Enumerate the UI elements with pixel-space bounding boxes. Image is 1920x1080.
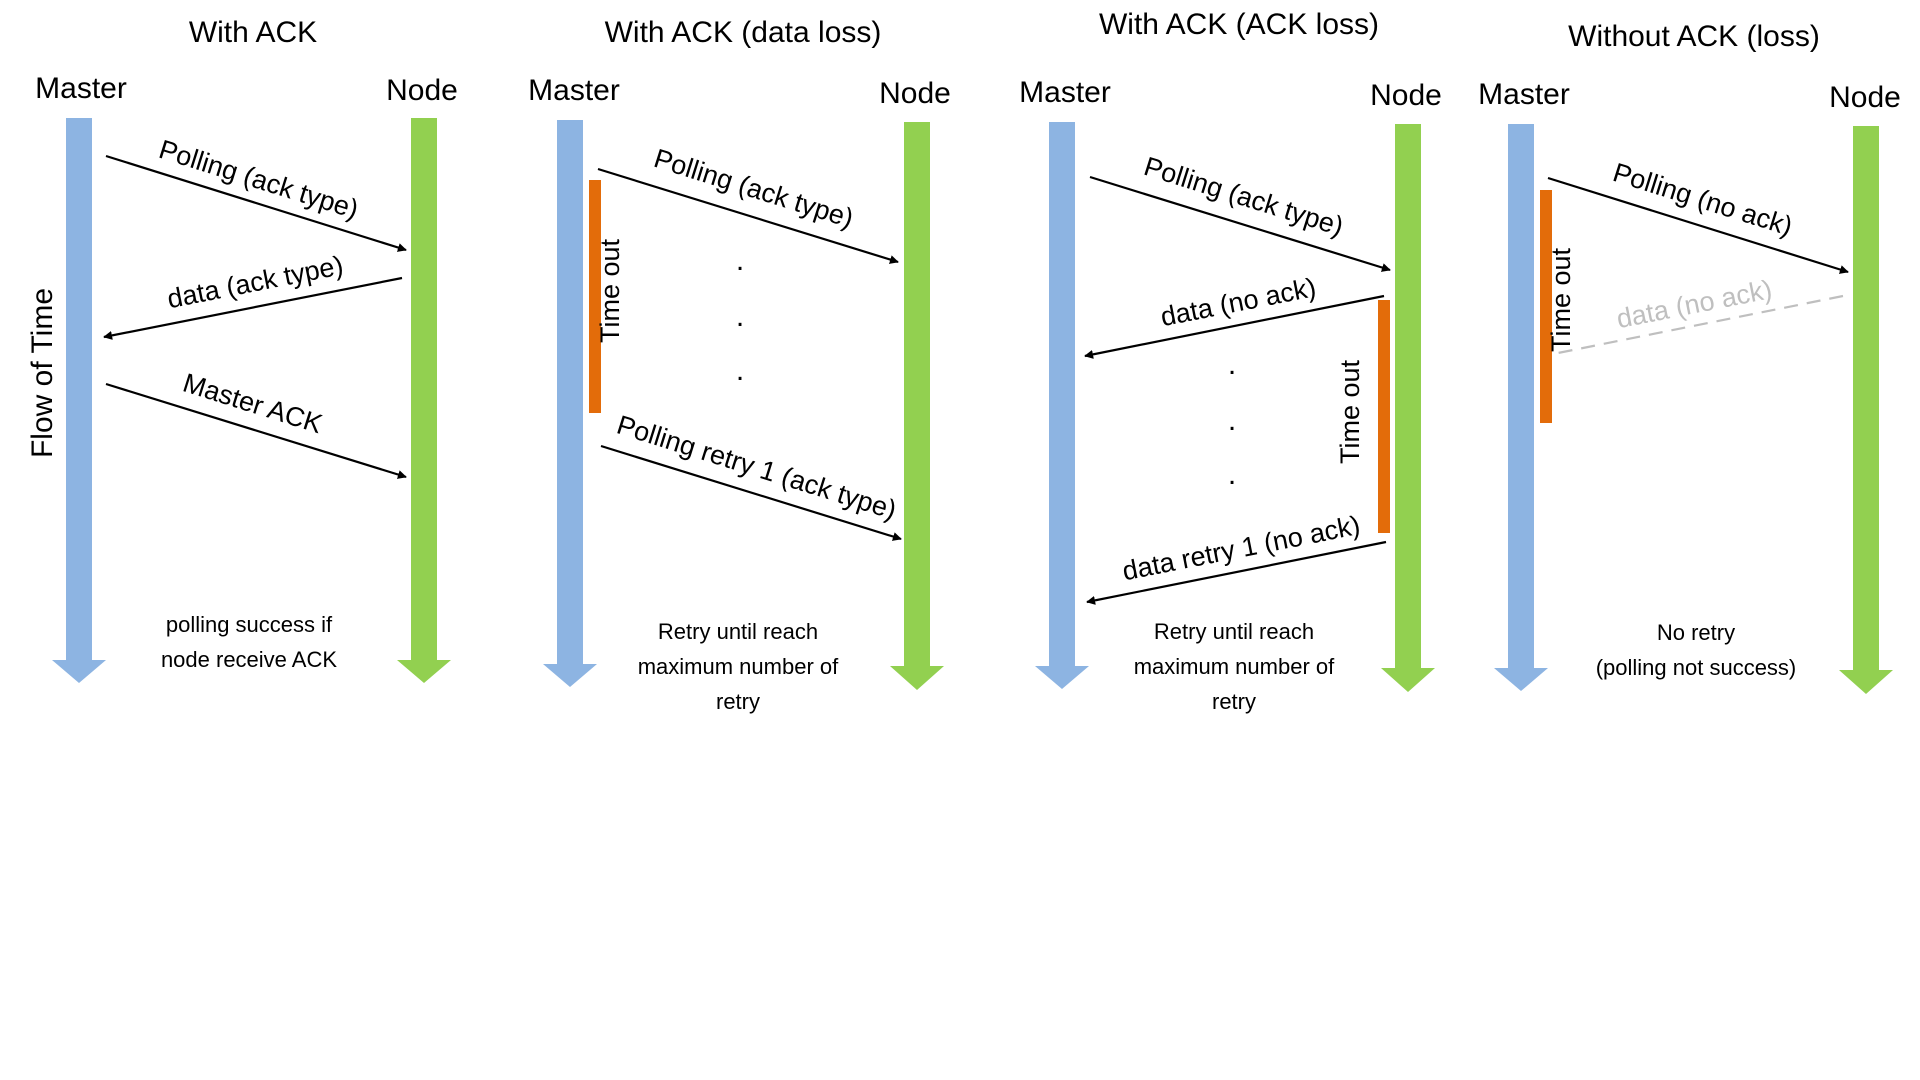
panel-title: With ACK (ACK loss) (1099, 8, 1379, 41)
continuation-dot: . (1228, 348, 1236, 381)
panel-note: maximum number of (638, 654, 839, 679)
message-arrow (1086, 540, 1387, 605)
message-arrow (597, 167, 899, 264)
message-arrow (103, 276, 403, 340)
message-label: data retry 1 (no ack) (1120, 510, 1363, 586)
timeout-label: Time out (1335, 359, 1365, 464)
continuation-dot: . (1228, 458, 1236, 491)
panel-note: Retry until reach (658, 619, 818, 644)
message-label: Polling (ack type) (650, 143, 857, 234)
message-arrow (105, 154, 407, 252)
master-label: Master (1478, 78, 1570, 111)
node-lifeline (1381, 124, 1435, 692)
panel-note: (polling not success) (1596, 655, 1797, 680)
panel-note: retry (1212, 689, 1256, 714)
panel-note: retry (716, 689, 760, 714)
node-label: Node (386, 74, 458, 107)
continuation-dot: . (736, 244, 744, 277)
node-lifeline (397, 118, 451, 683)
master-label: Master (528, 74, 620, 107)
message-arrow (600, 444, 902, 541)
master-lifeline (543, 120, 597, 687)
timeout-bar (589, 180, 601, 413)
message-arrow (1084, 294, 1385, 359)
panel-note: maximum number of (1134, 654, 1335, 679)
continuation-dot: . (736, 300, 744, 333)
panel-note: node receive ACK (161, 647, 337, 672)
message-label: Polling (no ack) (1609, 157, 1796, 241)
node-label: Node (879, 77, 951, 110)
timeout-bar (1540, 190, 1552, 423)
master-label: Master (1019, 76, 1111, 109)
master-lifeline (1494, 124, 1548, 691)
node-label: Node (1370, 79, 1442, 112)
node-lifeline (890, 122, 944, 690)
panel-note: No retry (1657, 620, 1735, 645)
timeout-label: Time out (595, 238, 625, 343)
panel-title: Without ACK (loss) (1568, 20, 1820, 53)
continuation-dot: . (736, 354, 744, 387)
message-label: data (no ack) (1158, 272, 1318, 332)
panel-title: With ACK (189, 16, 317, 49)
timeout-bar (1378, 300, 1390, 533)
timeout-label: Time out (1546, 247, 1576, 352)
lost-message-arrow (1557, 294, 1844, 355)
message-arrow (1089, 175, 1391, 272)
panel-note: polling success if (166, 612, 333, 637)
message-label: Polling (ack type) (155, 134, 362, 225)
node-lifeline (1839, 126, 1893, 694)
master-label: Master (35, 72, 127, 105)
panel-note: Retry until reach (1154, 619, 1314, 644)
panel-without-ack-loss: Without ACK (loss) Master Node Time out … (1478, 20, 1901, 694)
message-arrow (105, 382, 407, 479)
message-label: data (ack type) (165, 250, 346, 314)
message-label: Polling retry 1 (ack type) (613, 410, 900, 526)
message-label: Polling (ack type) (1140, 151, 1347, 242)
master-lifeline (52, 118, 106, 683)
panel-title: With ACK (data loss) (605, 16, 882, 49)
panel-with-ack-ack-loss: With ACK (ACK loss) Master Node Time out… (1019, 8, 1442, 714)
flow-of-time-label: Flow of Time (26, 288, 59, 458)
panel-with-ack-data-loss: With ACK (data loss) Master Node Time ou… (528, 16, 951, 714)
message-arrow (1547, 176, 1849, 274)
panel-with-ack: With ACK Master Node Polling (ack type) … (35, 16, 458, 683)
node-label: Node (1829, 81, 1901, 114)
master-lifeline (1035, 122, 1089, 689)
continuation-dot: . (1228, 404, 1236, 437)
